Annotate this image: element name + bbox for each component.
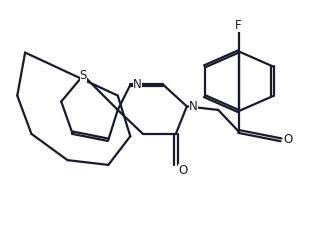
- Text: S: S: [79, 69, 87, 82]
- Text: F: F: [235, 19, 242, 32]
- Text: O: O: [283, 133, 293, 146]
- Text: N: N: [189, 100, 198, 113]
- Text: N: N: [133, 78, 142, 91]
- Text: O: O: [178, 164, 187, 177]
